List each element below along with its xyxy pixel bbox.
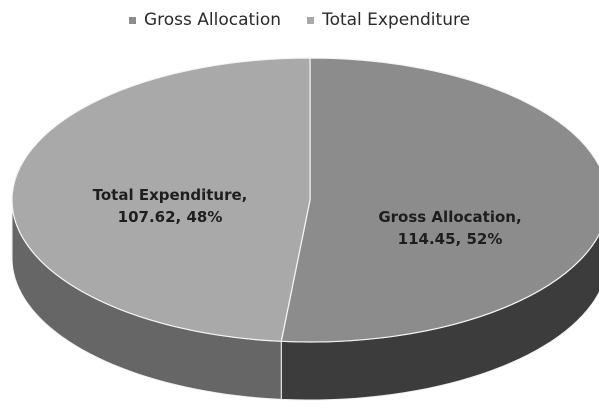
slice-top bbox=[11, 57, 311, 342]
slice bbox=[11, 57, 311, 342]
legend-item: Gross Allocation bbox=[128, 10, 282, 30]
legend-item: Total Expenditure bbox=[307, 10, 470, 30]
legend-swatch bbox=[307, 16, 315, 24]
legend-label: Gross Allocation bbox=[143, 10, 282, 30]
data-label: Total Expenditure, 107.62, 48% bbox=[92, 186, 248, 226]
legend-swatch bbox=[128, 16, 136, 24]
slice-top bbox=[280, 57, 599, 343]
legend-label: Total Expenditure bbox=[322, 10, 471, 30]
legend: Gross Allocation Total Expenditure bbox=[0, 10, 599, 30]
data-label: Gross Allocation, 114.45, 52% bbox=[378, 208, 522, 248]
slice bbox=[280, 57, 599, 343]
